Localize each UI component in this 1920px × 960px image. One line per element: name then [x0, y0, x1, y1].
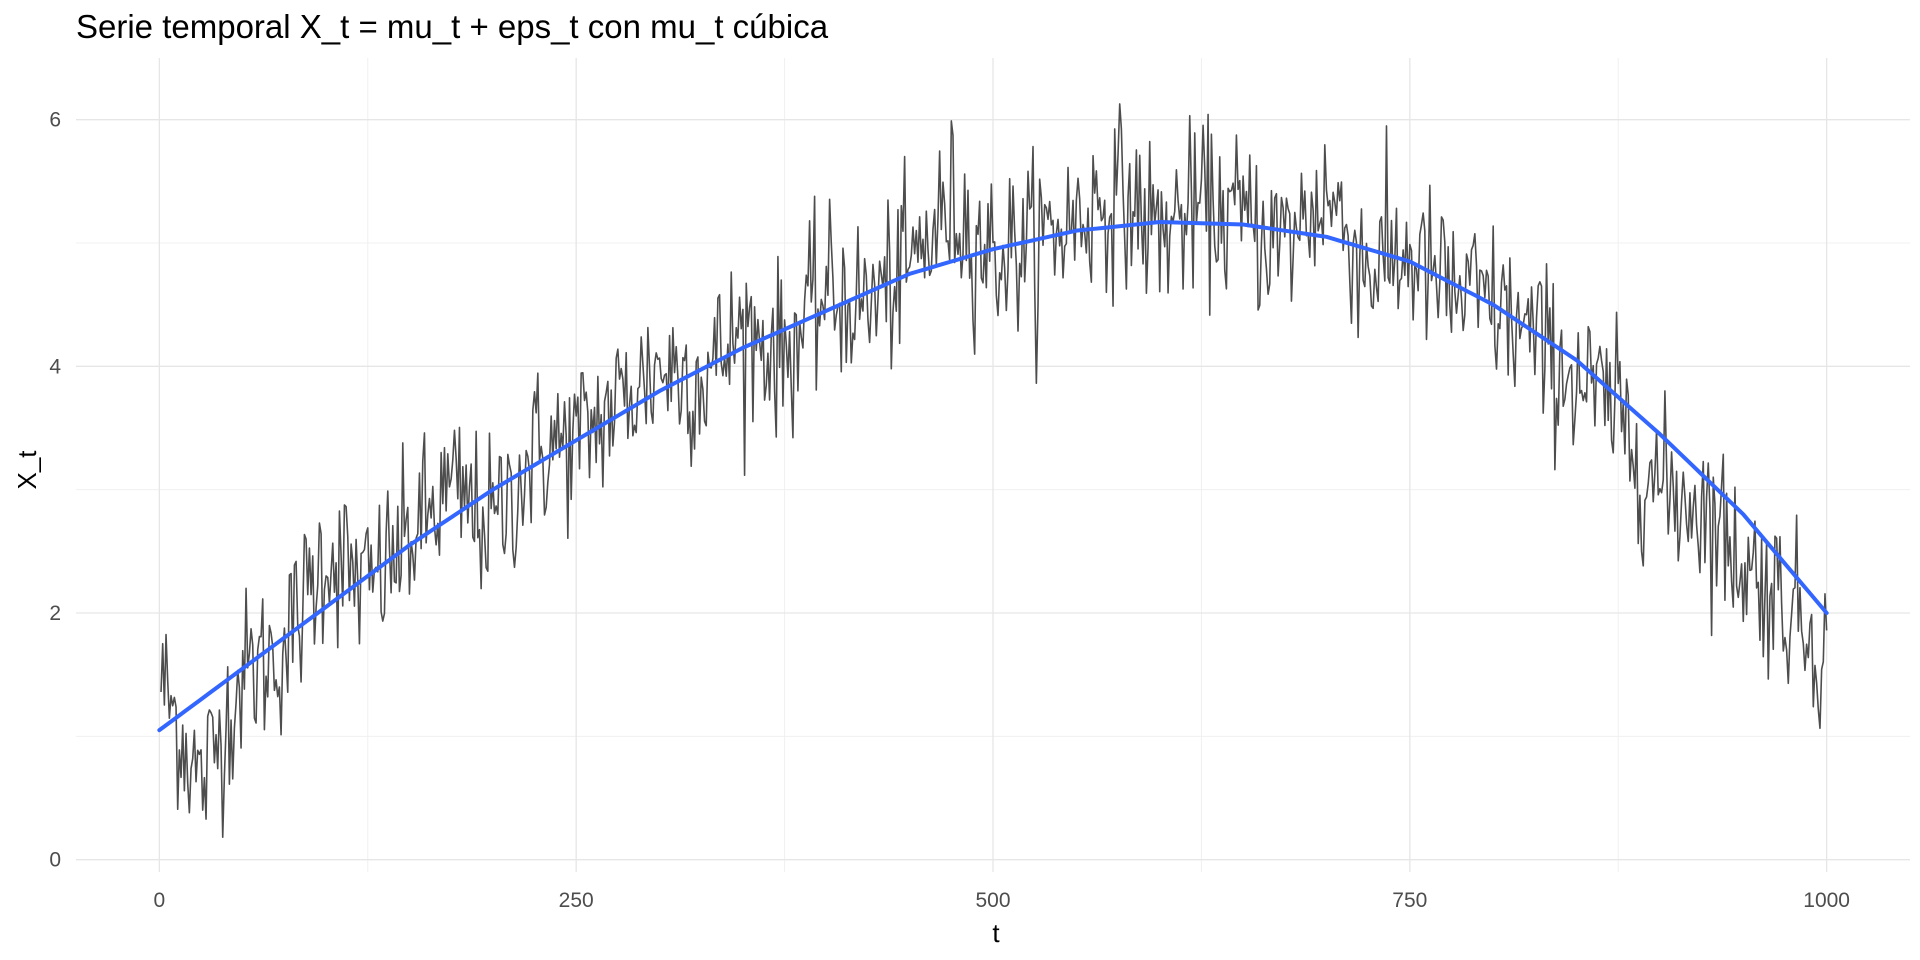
fitted-trend-line [157, 220, 1829, 733]
x-tick-label: 0 [154, 889, 166, 912]
chart-title: Serie temporal X_t = mu_t + eps_t con mu… [76, 8, 829, 45]
x-tick-label: 500 [975, 889, 1010, 912]
y-axis-ticks: 0 2 4 6 [49, 109, 61, 872]
x-axis-ticks: 0 250 500 750 1000 [154, 889, 1850, 912]
grid-major [76, 58, 1910, 872]
series-layer [157, 103, 1829, 838]
y-axis-title: X_t [12, 450, 42, 490]
observed-series-line [160, 103, 1828, 838]
y-tick-label: 6 [49, 109, 61, 132]
y-tick-label: 0 [49, 849, 61, 872]
x-tick-label: 1000 [1803, 889, 1850, 912]
x-axis-title: t [992, 918, 1000, 948]
y-tick-label: 4 [49, 355, 61, 378]
x-tick-label: 250 [559, 889, 594, 912]
y-tick-label: 2 [49, 602, 61, 625]
x-tick-label: 750 [1392, 889, 1427, 912]
